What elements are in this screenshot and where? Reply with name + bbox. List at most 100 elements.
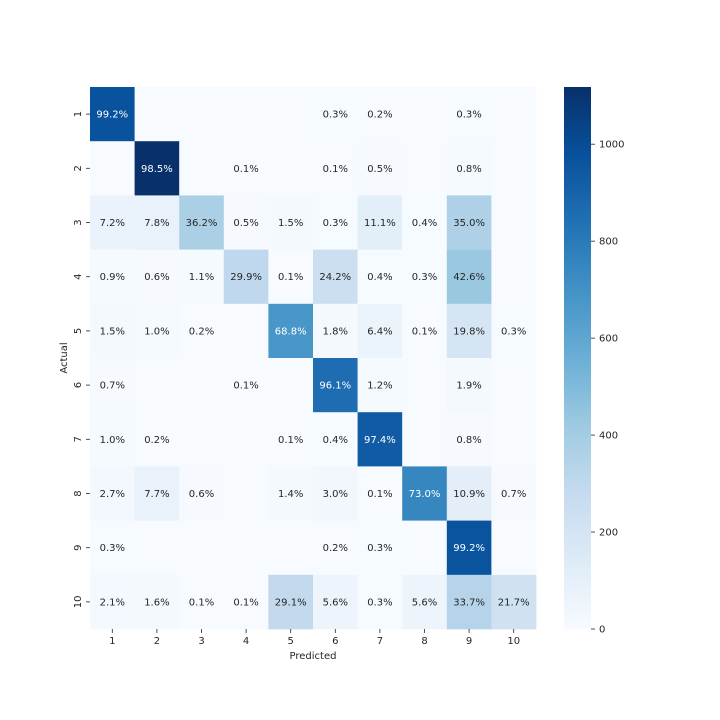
cell-label: 0.9% <box>100 272 125 283</box>
heatmap-cell <box>357 412 403 467</box>
cell-label: 0.2% <box>323 543 348 554</box>
cell-label: 0.1% <box>278 435 303 446</box>
heatmap-cell <box>179 195 225 250</box>
x-tick-label: 6 <box>332 636 338 647</box>
heatmap-cell <box>268 466 314 521</box>
cell-label: 1.5% <box>100 326 125 337</box>
y-tick-label: 1 <box>73 111 84 117</box>
heatmap-cell <box>357 195 403 250</box>
heatmap-cell <box>134 303 180 359</box>
heatmap-cell <box>491 195 537 250</box>
cell-label: 0.1% <box>278 272 303 283</box>
cell-label: 0.3% <box>323 218 348 229</box>
heatmap-cell <box>90 141 135 196</box>
cell-label: 0.3% <box>501 326 526 337</box>
cell-label: 0.7% <box>501 489 526 500</box>
heatmap-cell <box>402 466 448 521</box>
cell-label: 0.3% <box>100 543 125 554</box>
heatmap-cell <box>357 249 403 305</box>
cell-label: 0.3% <box>367 543 392 554</box>
heatmap-cell <box>313 358 358 413</box>
heatmap-cell <box>90 412 135 467</box>
cell-label: 0.4% <box>367 272 392 283</box>
cell-label: 10.9% <box>453 489 485 500</box>
heatmap-cell <box>268 87 314 142</box>
heatmap-cell <box>446 412 492 467</box>
heatmap-cell <box>313 195 358 250</box>
heatmap-cell <box>90 195 135 250</box>
cell-label: 19.8% <box>453 326 485 337</box>
x-tick-label: 7 <box>377 636 383 647</box>
x-tick-label: 5 <box>288 636 294 647</box>
heatmap-cell <box>268 141 314 196</box>
x-axis: 1 2 3 4 5 6 7 8 9 10 <box>109 629 520 647</box>
x-tick-label: 2 <box>154 636 160 647</box>
cell-label: 98.5% <box>141 164 173 175</box>
heatmap-cell <box>90 358 135 413</box>
heatmap-cell <box>491 87 537 142</box>
heatmap-cell <box>90 303 135 359</box>
heatmap-cell <box>491 412 537 467</box>
heatmap-cell <box>402 141 448 196</box>
cell-label: 21.7% <box>498 597 530 608</box>
heatmap-cell <box>268 249 314 305</box>
heatmap-cell <box>446 520 492 576</box>
colorbar-gradient <box>564 87 591 629</box>
heatmap-cell <box>446 303 492 359</box>
cell-label: 0.5% <box>233 218 258 229</box>
cell-label: 99.2% <box>453 543 485 554</box>
heatmap-cell <box>134 249 180 305</box>
cell-label: 1.4% <box>278 489 303 500</box>
heatmap-cell <box>313 412 358 467</box>
heatmap-cell <box>223 87 269 142</box>
heatmap-cells <box>90 87 537 630</box>
heatmap-cell <box>446 195 492 250</box>
colorbar-tick-label: 600 <box>599 334 618 345</box>
cell-label: 7.7% <box>144 489 169 500</box>
heatmap-cell <box>268 303 314 359</box>
heatmap-cell <box>179 358 225 413</box>
cell-label: 33.7% <box>453 597 485 608</box>
heatmap-cell <box>313 520 358 576</box>
heatmap-cell <box>313 574 358 630</box>
y-tick-label: 4 <box>73 274 84 280</box>
x-tick-label: 9 <box>466 636 472 647</box>
cell-label: 0.2% <box>144 435 169 446</box>
cell-label: 29.9% <box>230 272 262 283</box>
heatmap-cell <box>90 574 135 630</box>
heatmap-cell <box>357 141 403 196</box>
y-axis: 1 2 3 4 5 6 7 8 9 10 <box>73 111 90 608</box>
cell-label: 0.6% <box>144 272 169 283</box>
x-tick-label: 1 <box>109 636 115 647</box>
cell-label: 0.1% <box>233 381 258 392</box>
heatmap-cell <box>268 574 314 630</box>
heatmap-cell <box>357 358 403 413</box>
cell-label: 0.8% <box>456 435 481 446</box>
heatmap-cell <box>179 249 225 305</box>
heatmap-cell <box>179 87 225 142</box>
heatmap-cell <box>268 412 314 467</box>
cell-label: 6.4% <box>367 326 392 337</box>
cell-label: 5.6% <box>323 597 348 608</box>
colorbar-tick-label: 400 <box>599 431 618 442</box>
heatmap-cell <box>402 520 448 576</box>
cell-label: 3.0% <box>323 489 348 500</box>
heatmap-cell <box>223 358 269 413</box>
heatmap-cell <box>134 141 180 196</box>
cell-label: 0.7% <box>100 381 125 392</box>
heatmap-cell <box>268 195 314 250</box>
heatmap-cell <box>223 141 269 196</box>
cell-label: 0.3% <box>367 597 392 608</box>
heatmap-cell <box>134 358 180 413</box>
heatmap-cell <box>90 249 135 305</box>
heatmap-cell-labels: 99.2% 0.3% 0.2% 0.3% 98.5% 0.1% 0.1% 0.5% 0.8% 7.… <box>96 110 529 609</box>
x-tick-label: 10 <box>507 636 520 647</box>
cell-label: 24.2% <box>319 272 351 283</box>
x-tick-label: 3 <box>198 636 204 647</box>
heatmap-cell <box>402 412 448 467</box>
cell-label: 0.2% <box>367 110 392 121</box>
y-tick-label: 7 <box>73 436 84 442</box>
cell-label: 1.8% <box>323 326 348 337</box>
cell-label: 29.1% <box>275 597 307 608</box>
cell-label: 1.6% <box>144 597 169 608</box>
